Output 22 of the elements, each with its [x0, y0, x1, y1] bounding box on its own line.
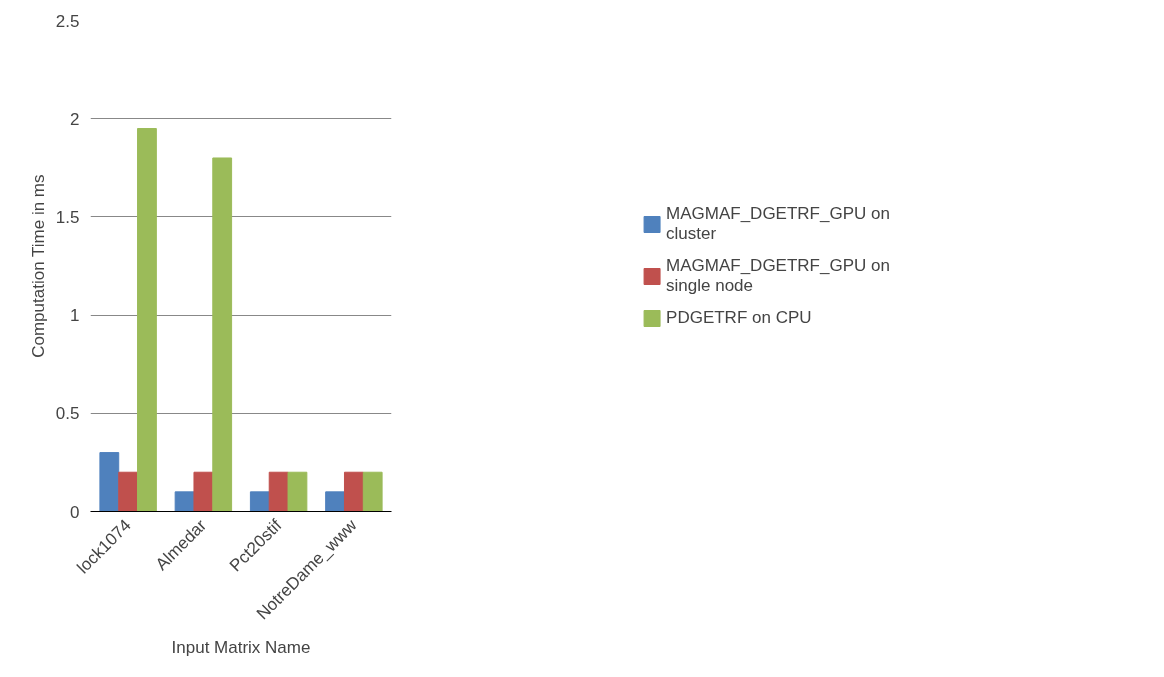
bar — [137, 128, 157, 512]
y-tick-label: 2.5 — [55, 11, 80, 31]
y-tick-label: 1.5 — [55, 207, 80, 227]
y-tick-label: 0 — [70, 502, 80, 522]
legend-label: MAGMAF_DGETRF_GPU on single node — [666, 255, 890, 296]
legend-label: MAGMAF_DGETRF_GPU on cluster — [666, 203, 890, 244]
bar — [193, 471, 214, 512]
bar — [362, 471, 383, 512]
bar — [212, 157, 233, 512]
bar — [343, 471, 364, 512]
x-axis-title: Input Matrix Name — [171, 638, 311, 658]
legend-label: PDGETRF on CPU — [666, 307, 812, 328]
bar — [118, 471, 139, 512]
bar — [325, 491, 345, 512]
bar — [99, 452, 120, 512]
bar — [287, 471, 308, 512]
y-tick-label: 2 — [70, 109, 80, 129]
bar — [249, 491, 270, 512]
y-tick-label: 0.5 — [55, 404, 80, 424]
bar — [174, 491, 195, 512]
y-axis-title: Computation Time in ms — [28, 174, 48, 358]
y-tick-label: 1 — [70, 306, 80, 326]
